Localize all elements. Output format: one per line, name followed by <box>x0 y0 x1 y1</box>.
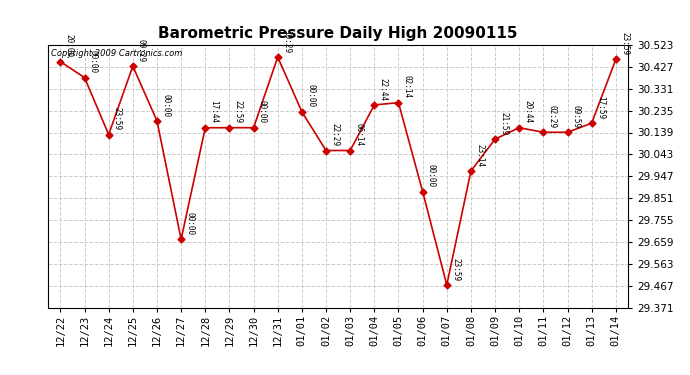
Text: 00:00: 00:00 <box>306 84 315 108</box>
Text: 23:14: 23:14 <box>475 144 484 167</box>
Text: 00:00: 00:00 <box>161 94 170 117</box>
Title: Barometric Pressure Daily High 20090115: Barometric Pressure Daily High 20090115 <box>158 26 518 41</box>
Text: 00:00: 00:00 <box>89 50 98 74</box>
Point <box>562 129 573 135</box>
Text: 23:59: 23:59 <box>620 32 629 55</box>
Point <box>248 125 259 131</box>
Text: 17:44: 17:44 <box>210 100 219 123</box>
Text: 20:44: 20:44 <box>524 100 533 123</box>
Point <box>55 58 66 64</box>
Point <box>586 120 597 126</box>
Point <box>272 54 284 60</box>
Text: 02:14: 02:14 <box>403 75 412 99</box>
Text: 00:00: 00:00 <box>258 100 267 123</box>
Point <box>224 125 235 131</box>
Point <box>465 168 476 174</box>
Point <box>610 56 621 62</box>
Point <box>417 189 428 195</box>
Point <box>368 102 380 108</box>
Text: 23:59: 23:59 <box>113 107 122 130</box>
Point <box>297 109 308 115</box>
Point <box>200 125 211 131</box>
Point <box>79 75 90 81</box>
Text: 20:00: 20:00 <box>65 34 74 57</box>
Point <box>513 125 524 131</box>
Text: 22:44: 22:44 <box>379 78 388 101</box>
Text: 09:29: 09:29 <box>137 39 146 62</box>
Text: 09:59: 09:59 <box>572 105 581 128</box>
Point <box>393 100 404 106</box>
Text: 06:14: 06:14 <box>355 123 364 146</box>
Point <box>152 118 163 124</box>
Text: 00:00: 00:00 <box>427 164 436 188</box>
Text: Copyright 2009 Cartronics.com: Copyright 2009 Cartronics.com <box>51 49 183 58</box>
Text: 02:29: 02:29 <box>548 105 557 128</box>
Point <box>104 132 115 138</box>
Point <box>490 136 501 142</box>
Point <box>127 63 138 69</box>
Point <box>344 147 356 153</box>
Text: 17:59: 17:59 <box>596 96 605 119</box>
Point <box>320 147 331 153</box>
Point <box>175 236 186 242</box>
Text: 23:59: 23:59 <box>451 258 460 281</box>
Point <box>538 129 549 135</box>
Text: 00:00: 00:00 <box>186 212 195 235</box>
Point <box>442 282 453 288</box>
Text: 21:59: 21:59 <box>500 112 509 135</box>
Text: 10:29: 10:29 <box>282 30 291 53</box>
Text: 22:59: 22:59 <box>234 100 243 123</box>
Text: 22:29: 22:29 <box>331 123 339 146</box>
